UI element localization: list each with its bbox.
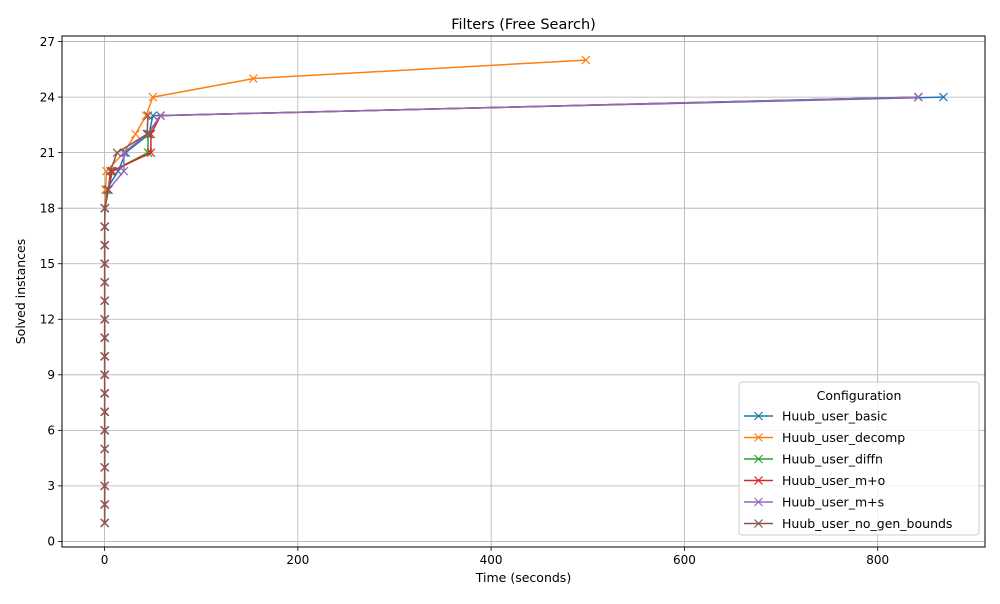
data-point-marker	[146, 148, 156, 158]
data-point-marker	[581, 55, 591, 65]
data-point-marker	[112, 148, 122, 158]
data-point-marker	[939, 92, 948, 102]
data-point-marker	[100, 333, 110, 343]
legend-entry: Huub_user_m+o	[744, 473, 885, 488]
legend-entries: Huub_user_basic Huub_user_decomp Huub_user…	[744, 409, 952, 531]
legend: Configuration Huub_user_basic Huub_user_d…	[738, 381, 980, 536]
legend-marker-swatch	[754, 433, 763, 442]
data-point-marker	[100, 499, 110, 509]
legend-label: Huub_user_no_gen_bounds	[782, 516, 952, 531]
data-point-marker	[100, 370, 110, 380]
legend-label: Huub_user_decomp	[782, 430, 905, 445]
y-axis-label: Solved instances	[13, 239, 28, 345]
data-point-marker	[148, 92, 158, 102]
data-point-marker	[105, 166, 115, 176]
legend-label: Huub_user_m+o	[782, 473, 885, 488]
y-tick-label: 12	[40, 313, 55, 327]
data-point-marker	[100, 259, 110, 269]
data-point-marker	[100, 388, 110, 398]
data-point-marker	[142, 129, 152, 139]
x-tick-label: 800	[866, 553, 889, 567]
axes-frame	[61, 35, 986, 548]
data-point-marker	[100, 462, 110, 472]
legend-label: Huub_user_m+s	[782, 495, 884, 510]
y-tick-label: 3	[47, 479, 55, 493]
data-point-marker	[913, 92, 923, 102]
legend-marker-swatch	[754, 519, 763, 528]
legend-label: Huub_user_diffn	[782, 452, 883, 467]
y-tick-label: 18	[40, 201, 55, 215]
legend-entry: Huub_user_basic	[744, 409, 888, 424]
data-point-marker	[100, 481, 110, 491]
legend-marker-swatch	[754, 454, 763, 464]
data-point-marker	[248, 74, 258, 84]
y-tick-label: 6	[47, 424, 55, 438]
legend-entry: Huub_user_no_gen_bounds	[744, 516, 952, 531]
data-point-marker	[100, 203, 110, 213]
y-tick-label: 21	[40, 146, 55, 160]
legend-marker-swatch	[754, 411, 763, 421]
data-point-marker	[100, 518, 110, 528]
data-point-marker	[100, 240, 110, 250]
y-tick-label: 27	[40, 35, 55, 49]
y-tick-label: 15	[40, 257, 55, 271]
legend-entry: Huub_user_diffn	[744, 452, 883, 467]
data-point-marker	[119, 166, 129, 176]
legend-marker-swatch	[754, 497, 763, 507]
data-point-marker	[100, 222, 110, 232]
y-tick-label: 9	[47, 368, 55, 382]
data-point-marker	[143, 111, 153, 121]
data-point-marker	[100, 407, 110, 417]
y-tick-label: 24	[40, 90, 55, 104]
legend-label: Huub_user_basic	[782, 409, 888, 424]
x-tick-label: 400	[480, 553, 503, 567]
y-tick-label: 0	[47, 535, 55, 549]
data-point-marker	[100, 444, 110, 454]
legend-title: Configuration	[817, 388, 902, 403]
series-line	[103, 59, 586, 523]
data-point-marker	[103, 185, 113, 195]
series-group	[100, 111, 153, 528]
legend-box	[738, 381, 980, 536]
legend-marker-swatch	[754, 476, 763, 485]
data-point-marker	[156, 111, 166, 121]
chart-title: Filters (Free Search)	[451, 17, 596, 33]
data-point-marker	[141, 111, 151, 121]
legend-entry: Huub_user_decomp	[744, 430, 905, 445]
x-tick-label: 0	[101, 553, 109, 567]
data-point-marker	[100, 351, 110, 361]
tick-layer: 0 200 400 600 800 0 3 6 9 12 15 18 21 24 27	[40, 35, 889, 567]
grid-layer	[62, 36, 985, 547]
data-point-marker	[131, 129, 140, 139]
series-group	[100, 55, 591, 528]
x-axis-label: Time (seconds)	[475, 570, 571, 585]
data-point-marker	[100, 314, 110, 324]
data-point-marker	[100, 296, 110, 306]
series-layer	[100, 55, 948, 528]
x-tick-label: 600	[673, 553, 696, 567]
x-tick-label: 200	[286, 553, 309, 567]
data-point-marker	[100, 425, 110, 435]
legend-entry: Huub_user_m+s	[744, 495, 884, 510]
data-point-marker	[100, 277, 110, 287]
